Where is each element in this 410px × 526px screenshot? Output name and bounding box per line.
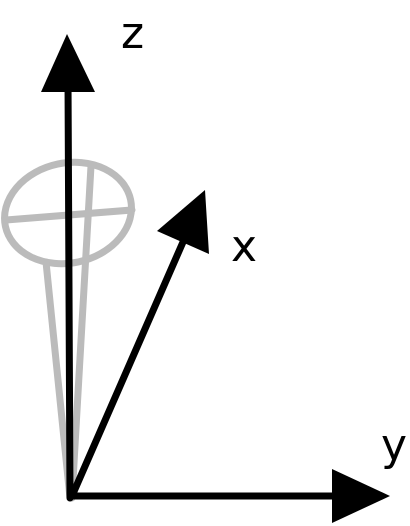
z-axis-arrowhead (41, 34, 95, 92)
pendulum-shaft-left (42, 258, 74, 502)
z-axis-label: z (121, 8, 144, 59)
pendulum-shaft-right (68, 162, 95, 502)
y-axis (66, 469, 390, 523)
z-axis (41, 34, 95, 502)
y-axis-arrowhead (332, 469, 390, 523)
pendulum-sketch (1, 158, 136, 502)
y-axis-label: y (381, 420, 407, 471)
x-axis-arrowhead (157, 190, 209, 254)
x-axis-label: x (231, 221, 257, 272)
pendulum-disk (1, 158, 135, 268)
x-axis (68, 190, 209, 500)
